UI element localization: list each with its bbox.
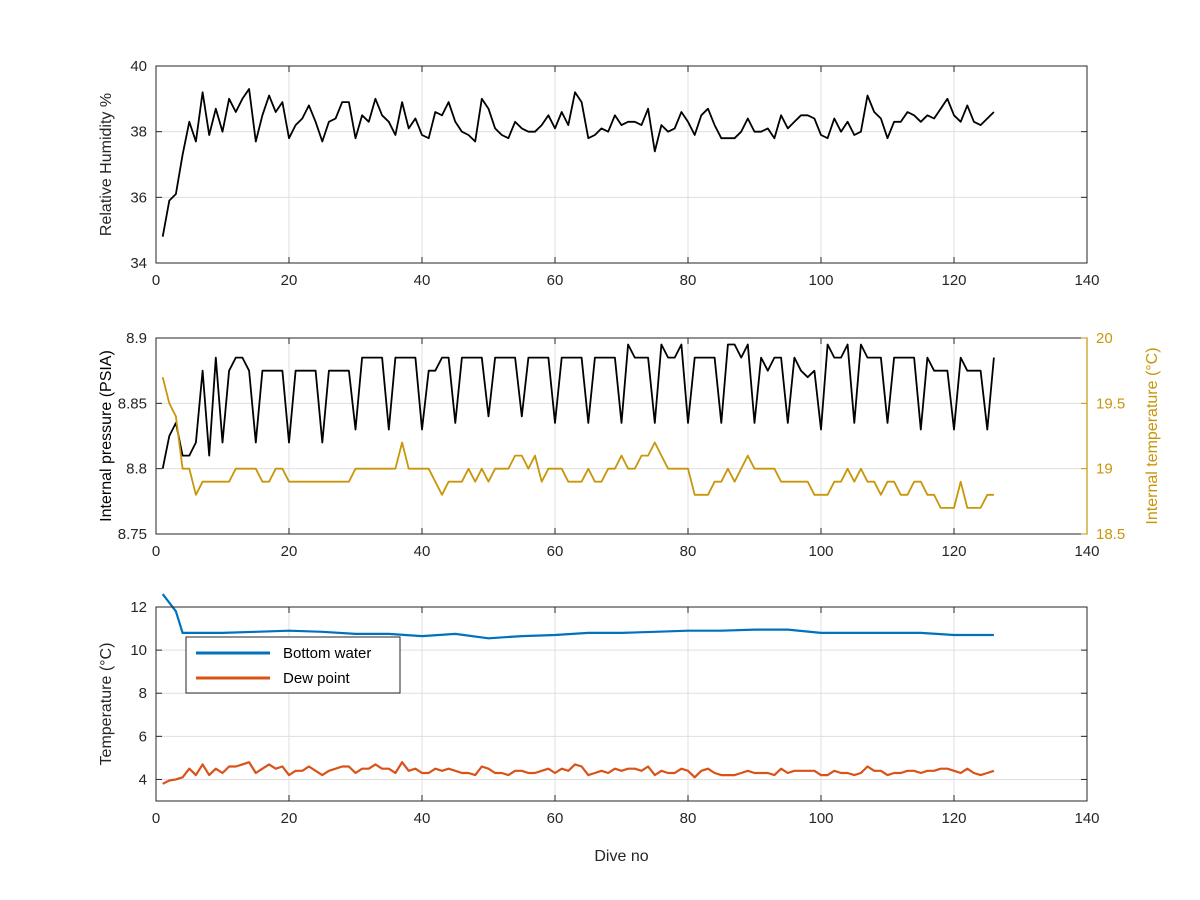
x-tick-label: 0 <box>152 543 160 560</box>
x-tick-label: 140 <box>1074 543 1099 560</box>
y-axis-label: Internal pressure (PSIA) <box>98 350 115 522</box>
y-tick-label-right: 20 <box>1096 330 1113 347</box>
x-tick-label: 100 <box>808 272 833 289</box>
legend-label-bottom-water: Bottom water <box>283 645 371 662</box>
y-tick-label: 10 <box>130 642 147 659</box>
y-tick-label: 4 <box>139 771 147 788</box>
axis-box <box>155 65 1088 264</box>
x-tick-label: 40 <box>414 810 431 827</box>
x-tick-label: 60 <box>547 272 564 289</box>
y-tick-label: 40 <box>130 58 147 75</box>
y-tick-label: 6 <box>139 728 147 745</box>
y-tick-label: 8 <box>139 685 147 702</box>
legend-box <box>185 636 401 694</box>
x-tick-label: 100 <box>808 810 833 827</box>
y-tick-label: 8.85 <box>118 395 147 412</box>
y-tick-label: 8.9 <box>126 330 147 347</box>
x-tick-label: 60 <box>547 543 564 560</box>
x-tick-label: 40 <box>414 272 431 289</box>
x-tick-label: 100 <box>808 543 833 560</box>
x-tick-label: 0 <box>152 810 160 827</box>
x-tick-label: 140 <box>1074 272 1099 289</box>
x-tick-label: 120 <box>941 543 966 560</box>
y-tick-label: 8.8 <box>126 461 147 478</box>
plot-area <box>156 66 1087 263</box>
series-line-1-1 <box>161 88 995 237</box>
y-axis-label-right: Internal temperature (°C) <box>1144 347 1161 524</box>
x-tick-label: 40 <box>414 543 431 560</box>
y-tick-label-right: 19.5 <box>1096 395 1125 412</box>
plot-area <box>156 338 1087 534</box>
series-line-2-1 <box>161 343 995 469</box>
chart-panel-3: 0 20 40 60 80 100 120 140 4 6 8 10 12 Temperature (°C… <box>98 593 1100 865</box>
x-tick-label: 20 <box>281 543 298 560</box>
chart-panel-1: 0 20 40 60 80 100 120 140 34 36 38 40 Relative Humid… <box>98 58 1100 289</box>
series-line-2-2 <box>161 376 994 509</box>
series-line-bottom-water <box>161 593 994 640</box>
y-tick-label: 12 <box>130 599 147 616</box>
x-tick-label: 80 <box>680 810 697 827</box>
y-tick-label-right: 19 <box>1096 461 1113 478</box>
legend: Bottom water Dew point <box>185 636 401 694</box>
x-tick-label: 20 <box>281 272 298 289</box>
x-tick-label: 120 <box>941 272 966 289</box>
y-tick-label: 8.75 <box>118 526 147 543</box>
x-tick-label: 60 <box>547 810 564 827</box>
x-tick-label: 80 <box>680 543 697 560</box>
x-tick-label: 140 <box>1074 810 1099 827</box>
x-tick-label: 80 <box>680 272 697 289</box>
x-tick-label: 0 <box>152 272 160 289</box>
y-tick-label: 36 <box>130 189 147 206</box>
x-tick-label: 120 <box>941 810 966 827</box>
y-tick-label: 38 <box>130 124 147 141</box>
y-axis-label: Temperature (°C) <box>98 643 115 766</box>
series-line-dew-point <box>162 761 995 785</box>
y-tick-label: 34 <box>130 255 147 272</box>
y-tick-label-right: 18.5 <box>1096 526 1125 543</box>
y-axis-label: Relative Humidity % <box>98 93 115 236</box>
x-tick-label: 20 <box>281 810 298 827</box>
chart-panel-2: 0 20 40 60 80 100 120 140 8.75 8.8 8.85 8.9 18.5 19 19… <box>98 330 1161 560</box>
axis-box <box>155 606 1088 802</box>
legend-label-dew-point: Dew point <box>283 670 351 687</box>
x-axis-label: Dive no <box>594 848 648 865</box>
